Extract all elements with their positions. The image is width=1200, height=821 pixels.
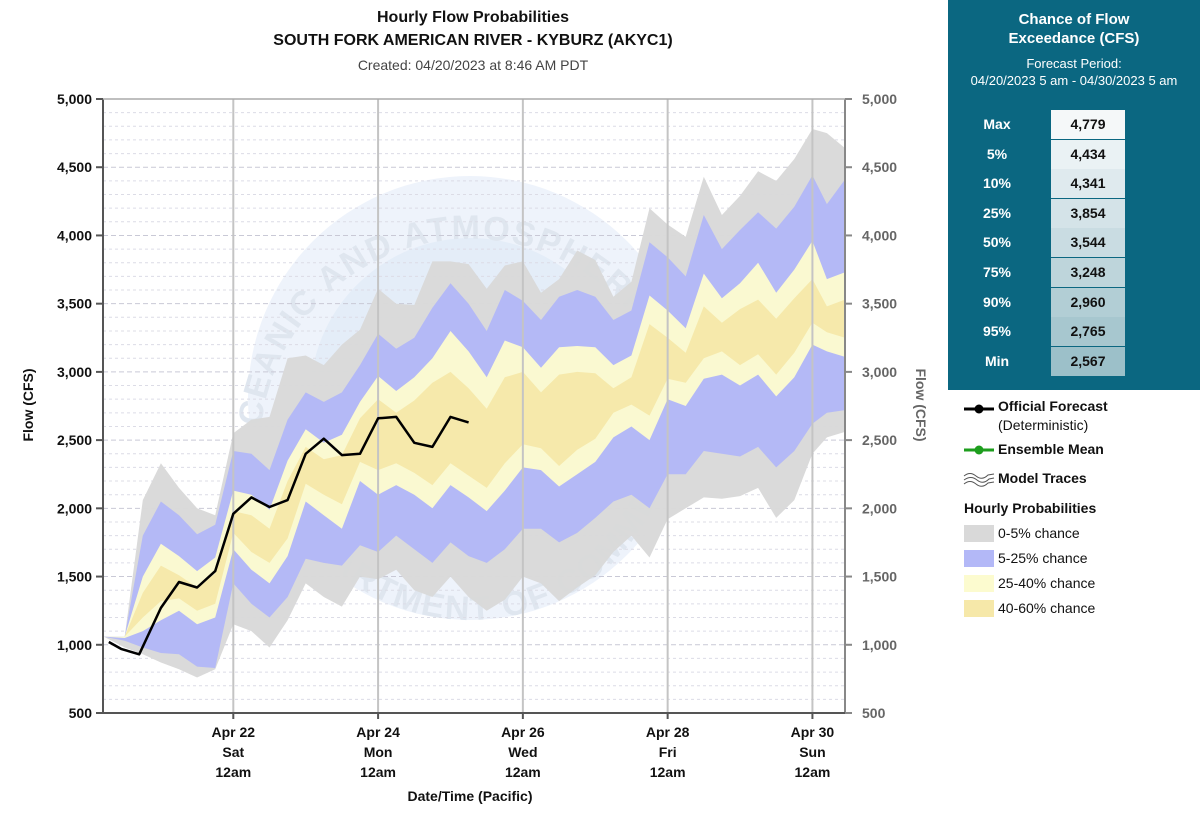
y-tick-label-right: 3,500 xyxy=(862,296,897,312)
exceedance-label: 95% xyxy=(982,323,1012,340)
x-tick-label: 12am xyxy=(795,764,831,780)
band-25-40-swatch xyxy=(964,575,994,592)
legend-ensemble-mean-label: Ensemble Mean xyxy=(998,441,1104,457)
y-tick-label-right: 2,500 xyxy=(862,432,897,448)
x-tick-label: 12am xyxy=(360,764,396,780)
exceedance-panel-title: Chance of Flow Exceedance (CFS) xyxy=(948,10,1200,48)
exceedance-label: 90% xyxy=(982,293,1012,310)
exceedance-value-cell xyxy=(1051,317,1125,347)
y-tick-label-left: 4,500 xyxy=(57,159,92,175)
created-timestamp: Created: 04/20/2023 at 8:46 AM PDT xyxy=(357,57,589,73)
y-tick-label-right: 5,000 xyxy=(862,91,897,107)
axes xyxy=(102,98,846,714)
band-40-60-chance xyxy=(103,279,845,637)
model-traces-icon xyxy=(963,473,995,487)
exceedance-label: 25% xyxy=(982,204,1012,221)
exceedance-value: 2,567 xyxy=(1070,352,1106,369)
forecast-period: Forecast Period: 04/20/2023 5 am - 04/30… xyxy=(948,55,1200,89)
tick-labels: 500 500 1,000 1,000 1,500 1,500 2,000 2,000 2,50… xyxy=(57,91,897,780)
y-tick-label-right: 4,000 xyxy=(862,227,897,243)
y-axis-label-left: Flow (CFS) xyxy=(20,368,36,441)
exceedance-value: 3,544 xyxy=(1070,234,1106,251)
y-tick-label-left: 1,000 xyxy=(57,637,92,653)
chart-title: Hourly Flow Probabilities xyxy=(376,9,570,26)
forecast-series xyxy=(108,415,469,656)
legend-band-0-5-label: 0-5% chance xyxy=(998,525,1080,541)
legend-hourly-probabilities-title: Hourly Probabilities xyxy=(964,500,1097,516)
y-tick-label-left: 3,000 xyxy=(57,364,92,380)
x-tick-label: Wed xyxy=(508,744,537,760)
x-tick-label: Apr 30 xyxy=(791,724,835,740)
y-axis-label-right: Flow (CFS) xyxy=(913,368,929,441)
legend-model-traces-label: Model Traces xyxy=(998,470,1087,486)
x-tick-label: Apr 24 xyxy=(356,724,400,740)
legend-band-5-25-label: 5-25% chance xyxy=(998,550,1088,566)
y-tick-label-right: 2,000 xyxy=(862,500,897,516)
exceedance-title-line1: Chance of Flow xyxy=(1018,11,1130,28)
band-40-60-swatch xyxy=(964,600,994,617)
y-tick-label-left: 5,000 xyxy=(57,91,92,107)
exceedance-value-cell xyxy=(1051,228,1125,258)
chart-subtitle: SOUTH FORK AMERICAN RIVER - KYBURZ (AKYC… xyxy=(273,32,673,49)
exceedance-title-line2: Exceedance (CFS) xyxy=(1008,30,1140,47)
exceedance-value-cell xyxy=(1051,139,1125,169)
ensemble-mean-line-icon xyxy=(964,445,994,455)
forecast-period-label: Forecast Period: xyxy=(1026,56,1122,71)
exceedance-value-cell xyxy=(1051,258,1125,287)
exceedance-label: 50% xyxy=(982,234,1012,251)
exceedance-value: 4,341 xyxy=(1070,175,1106,192)
x-tick-label: Mon xyxy=(364,744,393,760)
exceedance-value-cell xyxy=(1051,346,1125,376)
exceedance-value: 2,960 xyxy=(1070,293,1106,310)
exceedance-label: Max xyxy=(983,116,1011,132)
y-tick-label-right: 500 xyxy=(862,705,886,721)
x-tick-label: Sat xyxy=(222,744,244,760)
y-tick-label-left: 3,500 xyxy=(57,296,92,312)
exceedance-value: 4,779 xyxy=(1070,116,1106,132)
x-tick-label: 12am xyxy=(505,764,541,780)
exceedance-label: Min xyxy=(984,352,1010,369)
chart-area: NATIONAL OCEANIC AND ATMOSPHERIC ADMINIS… xyxy=(0,0,929,804)
y-tick-label-right: 1,500 xyxy=(862,569,897,585)
exceedance-panel: Chance of Flow Exceedance (CFS) Forecast… xyxy=(948,0,1200,390)
band-5-25-swatch xyxy=(964,550,994,567)
official-forecast-line-icon xyxy=(964,404,994,414)
y-tick-label-right: 4,500 xyxy=(862,159,897,175)
x-tick-label: Apr 22 xyxy=(212,724,256,740)
legend-band-40-60-label: 40-60% chance xyxy=(998,600,1096,616)
y-tick-label-left: 1,500 xyxy=(57,569,92,585)
exceedance-label: 75% xyxy=(982,264,1012,280)
y-tick-label-right: 3,000 xyxy=(862,364,897,380)
series-official-forecast xyxy=(108,415,469,656)
exceedance-value-cell xyxy=(1051,287,1125,317)
forecast-period-range: 04/20/2023 5 am - 04/30/2023 5 am xyxy=(970,73,1178,88)
legend-official-forecast-label: Official Forecast xyxy=(998,398,1108,414)
y-tick-label-left: 4,000 xyxy=(57,227,92,243)
exceedance-value-cell xyxy=(1051,110,1125,139)
x-tick-label: Fri xyxy=(659,744,677,760)
exceedance-value: 4,434 xyxy=(1070,145,1106,162)
exceedance-value: 3,854 xyxy=(1070,204,1106,221)
exceedance-value: 3,248 xyxy=(1070,264,1106,280)
y-tick-label-left: 2,000 xyxy=(57,500,92,516)
date-gridlines xyxy=(232,99,814,713)
y-tick-label-left: 500 xyxy=(69,705,93,721)
x-tick-label: 12am xyxy=(215,764,251,780)
x-tick-label: Apr 26 xyxy=(501,724,545,740)
exceedance-value: 2,765 xyxy=(1070,323,1106,340)
x-tick-label: Apr 28 xyxy=(646,724,690,740)
exceedance-value-cell xyxy=(1051,169,1125,199)
legend-official-forecast-sub: (Deterministic) xyxy=(998,417,1089,433)
probability-bands xyxy=(103,129,845,678)
exceedance-label: 5% xyxy=(986,145,1008,162)
x-tick-label: Sun xyxy=(799,744,825,760)
y-tick-label-left: 2,500 xyxy=(57,432,92,448)
band-0-5-swatch xyxy=(964,525,994,542)
legend-band-25-40-label: 25-40% chance xyxy=(998,575,1096,591)
exceedance-label: 10% xyxy=(982,175,1012,192)
exceedance-value-cell xyxy=(1051,198,1125,228)
x-tick-label: 12am xyxy=(650,764,686,780)
y-tick-label-right: 1,000 xyxy=(862,637,897,653)
x-axis-label: Date/Time (Pacific) xyxy=(407,788,532,804)
